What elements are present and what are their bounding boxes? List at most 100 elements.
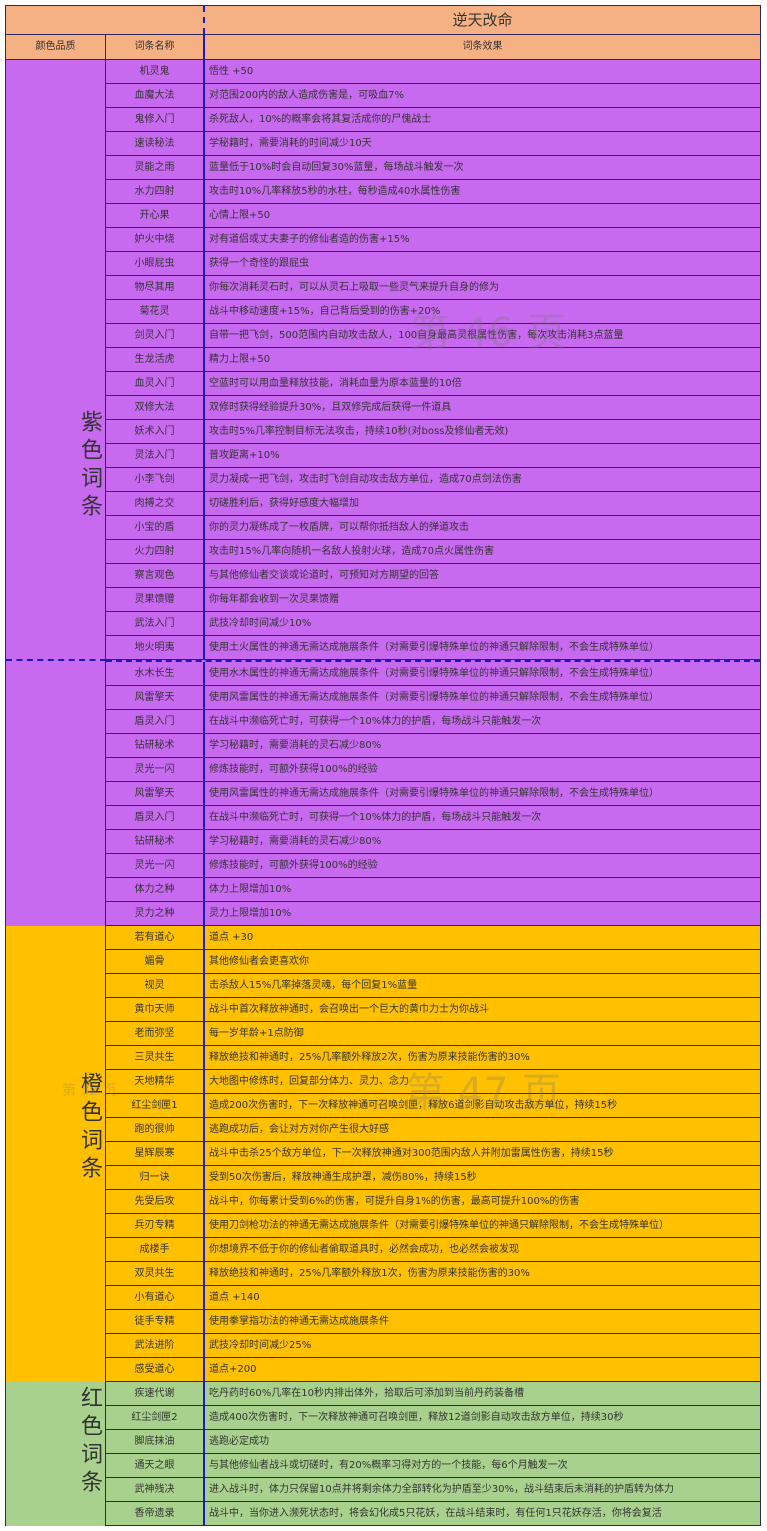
entry-effect: 使用风雷属性的神通无需达成施展条件（对需要引爆特殊单位的神通只解除限制，不会生成…: [209, 788, 659, 799]
entry-effect: 攻击时5%几率控制目标无法攻击，持续10秒(对boss及修仙者无效): [209, 426, 509, 437]
table-row: 武法入门 武技冷却时间减少10%: [106, 612, 760, 636]
entry-effect: 修炼技能时，可额外获得100%的经验: [209, 860, 378, 871]
entry-effect: 在战斗中濒临死亡时，可获得一个10%体力的护盾，每场战斗只能触发一次: [209, 812, 542, 823]
quality-label: 橙色词条: [77, 1072, 102, 1185]
entry-effect: 击杀敌人15%几率掉落灵魂，每个回复1%蓝量: [209, 980, 418, 991]
entry-name: 黄巾天师: [106, 998, 205, 1021]
table-row: 视灵 击杀敌人15%几率掉落灵魂，每个回复1%蓝量: [106, 974, 760, 998]
entry-effect: 大地图中修炼时，回复部分体力、灵力、念力: [209, 1076, 409, 1087]
table-row: 灵光一闪 修炼技能时，可额外获得100%的经验: [106, 758, 760, 782]
table-row: 火力四射 攻击时15%几率向随机一名敌人投射火球，造成70点火属性伤害: [106, 540, 760, 564]
entry-name: 菊花灵: [106, 300, 205, 323]
entry-effect: 使用拳掌指功法的神通无需达成施展条件: [209, 1316, 389, 1327]
entry-effect: 吃丹药时60%几率在10秒内排出体外，拾取后可添加到当前丹药装备槽: [209, 1388, 524, 1399]
table-row: 盾灵入门 在战斗中濒临死亡时，可获得一个10%体力的护盾，每场战斗只能触发一次: [106, 806, 760, 830]
entry-name: 脚底抹油: [106, 1430, 205, 1453]
entry-effect: 灵力上限增加10%: [209, 908, 292, 919]
title-blank-cell: [6, 6, 205, 34]
table-row: 剑灵入门 自带一把飞剑，500范围内自动攻击敌人，100自身最高灵根属性伤害，每次…: [106, 324, 760, 348]
entry-name: 盾灵入门: [106, 710, 205, 733]
entry-effect: 获得一个奇怪的跟屁虫: [209, 258, 309, 269]
table-row: 菊花灵 战斗中移动速度+15%，自己背后受到的伤害+20%: [106, 300, 760, 324]
table-row: 三灵共生 释放绝技和神通时，25%几率额外释放2次，伤害为原来技能伤害的30%: [106, 1046, 760, 1070]
entry-name: 跑的很帅: [106, 1118, 205, 1141]
entry-name: 若有道心: [106, 926, 205, 949]
entry-effect: 武技冷却时间减少10%: [209, 618, 312, 629]
entry-effect: 战斗中移动速度+15%，自己背后受到的伤害+20%: [209, 306, 441, 317]
entry-effect: 道点+200: [209, 1364, 257, 1375]
entry-name: 风雷擎天: [106, 686, 205, 709]
entry-effect: 蓝量低于10%时会自动回复30%蓝量，每场战斗触发一次: [209, 162, 464, 173]
entry-name: 双修大法: [106, 396, 205, 419]
table-row: 红尘剑匣2 造成400次伤害时，下一次释放神通可召唤剑匣，释放12道剑影自动攻击敌…: [106, 1406, 760, 1430]
entry-effect: 空蓝时可以用血量释放技能，消耗血量为原本蓝量的10倍: [209, 378, 462, 389]
entry-effect: 你的灵力凝练成了一枚盾牌，可以帮你抵挡敌人的弹道攻击: [209, 522, 469, 533]
table-row: 脚底抹油 逃跑必定成功: [106, 1430, 760, 1454]
entry-effect: 在战斗中濒临死亡时，可获得一个10%体力的护盾，每场战斗只能触发一次: [209, 716, 542, 727]
section-2: 橙色词条 若有道心 道点 +30 媚骨 其他修仙者会更喜欢你 视灵 击杀敌人15%几率掉落灵…: [5, 926, 761, 1382]
entry-effect: 逃跑成功后，会让对方对你产生很大好感: [209, 1124, 389, 1135]
quality-cell: 紫色词条: [6, 60, 106, 782]
table-row: 察言观色 与其他修仙者交谈或论道时，可预知对方期望的回答: [106, 564, 760, 588]
entry-name: 双灵共生: [106, 1262, 205, 1285]
entry-effect: 学秘籍时，需要消耗的时间减少10天: [209, 138, 372, 149]
table-row: 灵力之种 灵力上限增加10%: [106, 902, 760, 926]
entry-effect: 对有道侣或丈夫妻子的修仙者造的伤害+15%: [209, 234, 410, 245]
entry-name: 小有道心: [106, 1286, 205, 1309]
entry-effect: 精力上限+50: [209, 354, 271, 365]
table-row: 小李飞剑 灵力凝成一把飞剑，攻击时飞剑自动攻击敌方单位，造成70点剑法伤害: [106, 468, 760, 492]
entry-name: 灵光一闪: [106, 758, 205, 781]
entry-name: 通天之眼: [106, 1454, 205, 1477]
table-row: 盾灵入门 在战斗中濒临死亡时，可获得一个10%体力的护盾，每场战斗只能触发一次: [106, 710, 760, 734]
table-row: 先受后攻 战斗中，你每累计受到6%的伤害，可提升自身1%的伤害，最高可提升100%…: [106, 1190, 760, 1214]
entry-name: 小眼屁虫: [106, 252, 205, 275]
table-row: 武神残决 进入战斗时，体力只保留10点并将剩余体力全部转化为护盾至少30%，战斗结…: [106, 1478, 760, 1502]
table-row: 疾速代谢 吃丹药时60%几率在10秒内排出体外，拾取后可添加到当前丹药装备槽: [106, 1382, 760, 1406]
entry-effect: 攻击时10%几率释放5秒的水柱，每秒造成40水属性伤害: [209, 186, 461, 197]
table-row: 天地精华 大地图中修炼时，回复部分体力、灵力、念力: [106, 1070, 760, 1094]
entry-effect: 使用水木属性的神通无需达成施展条件（对需要引爆特殊单位的神通只解除限制，不会生成…: [209, 668, 659, 679]
entry-name: 兵刃专精: [106, 1214, 205, 1237]
table-row: 黄巾天师 战斗中首次释放神通时，会召唤出一个巨大的黄巾力士为你战斗: [106, 998, 760, 1022]
entry-name: 钻研秘术: [106, 830, 205, 853]
table-row: 水力四射 攻击时10%几率释放5秒的水柱，每秒造成40水属性伤害: [106, 180, 760, 204]
entry-name: 武法进阶: [106, 1334, 205, 1357]
table-row: 体力之种 体力上限增加10%: [106, 878, 760, 902]
entry-name: 体力之种: [106, 878, 205, 901]
entry-name: 生龙活虎: [106, 348, 205, 371]
entry-name: 灵果馈赠: [106, 588, 205, 611]
entry-effect: 你每次消耗灵石时，可以从灵石上吸取一些灵气来提升自身的修为: [209, 282, 499, 293]
table-row: 灵法入门 普攻距离+10%: [106, 444, 760, 468]
table-row: 肉搏之交 切磋胜利后，获得好感度大幅增加: [106, 492, 760, 516]
title-row: 逆天改命: [5, 5, 761, 35]
entry-effect: 造成400次伤害时，下一次释放神通可召唤剑匣，释放12道剑影自动攻击敌方单位，持…: [209, 1412, 624, 1423]
entry-name: 香帝遗录: [106, 1502, 205, 1525]
section-1: 风雷擎天 使用风雷属性的神通无需达成施展条件（对需要引爆特殊单位的神通只解除限制，…: [5, 782, 761, 926]
table-body: 紫色词条 机灵鬼 悟性 +50 血魔大法 对范围200内的敌人造成伤害是，可吸血7% 鬼修…: [5, 60, 761, 1526]
entry-effect: 对范围200内的敌人造成伤害是，可吸血7%: [209, 90, 404, 101]
entry-name: 小宝的盾: [106, 516, 205, 539]
table-row: 跑的很帅 逃跑成功后，会让对方对你产生很大好感: [106, 1118, 760, 1142]
entry-name: 剑灵入门: [106, 324, 205, 347]
quality-cell: [6, 782, 106, 926]
table-row: 妖术入门 攻击时5%几率控制目标无法攻击，持续10秒(对boss及修仙者无效): [106, 420, 760, 444]
entry-effect: 战斗中首次释放神通时，会召唤出一个巨大的黄巾力士为你战斗: [209, 1004, 489, 1015]
entry-name: 天地精华: [106, 1070, 205, 1093]
table-row: 武法进阶 武技冷却时间减少25%: [106, 1334, 760, 1358]
quality-label: 红色词条: [77, 1386, 102, 1498]
entry-effect: 灵力凝成一把飞剑，攻击时飞剑自动攻击敌方单位，造成70点剑法伤害: [209, 474, 522, 485]
entry-name: 肉搏之交: [106, 492, 205, 515]
entry-name: 开心果: [106, 204, 205, 227]
table-row: 徒手专精 使用拳掌指功法的神通无需达成施展条件: [106, 1310, 760, 1334]
table-row: 小有道心 道点 +140: [106, 1286, 760, 1310]
entry-effect: 切磋胜利后，获得好感度大幅增加: [209, 498, 359, 509]
quality-cell: 橙色词条: [6, 926, 106, 1382]
header-row: 颜色品质 词条名称 词条效果: [5, 35, 761, 60]
entry-name: 血灵入门: [106, 372, 205, 395]
entry-name: 灵力之种: [106, 902, 205, 925]
entry-effect: 战斗中，当你进入濒死状态时，将会幻化成5只花妖，在战斗结束时，有任何1只花妖存活…: [209, 1508, 662, 1519]
header-effect: 词条效果: [462, 41, 503, 52]
entry-name: 地火明夷: [106, 636, 205, 659]
table-row: 感受道心 道点+200: [106, 1358, 760, 1382]
entry-effect: 学习秘籍时，需要消耗的灵石减少80%: [209, 740, 382, 751]
